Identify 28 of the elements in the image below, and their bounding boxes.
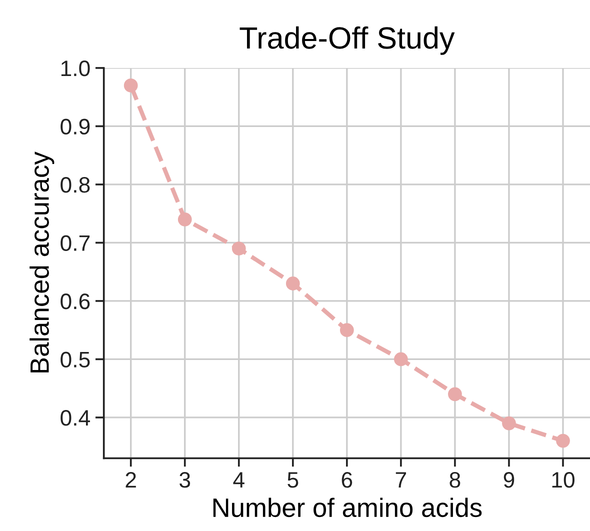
x-tick-label: 6: [342, 472, 352, 488]
point: [178, 212, 192, 226]
x-tick-label: 5: [288, 472, 298, 488]
y-axis-title: Balanced accuracy: [30, 152, 54, 372]
point: [286, 276, 300, 290]
x-tick-label: 7: [396, 472, 406, 488]
point: [394, 352, 408, 366]
x-tick-label: 10: [552, 472, 574, 488]
point: [232, 242, 246, 256]
y-tick-label: 0.7: [60, 235, 90, 251]
chart-title: Trade-Off Study: [240, 26, 455, 55]
x-tick-label: 8: [450, 472, 460, 488]
y-tick-label: 0.8: [60, 177, 90, 193]
y-tick-label: 0.6: [60, 294, 90, 310]
x-tick-label: 4: [233, 472, 244, 488]
x-axis-title: Number of amino acids: [213, 498, 482, 518]
point: [448, 387, 462, 402]
x-tick-label: 3: [180, 472, 190, 488]
point: [502, 416, 516, 430]
x-tick-label: 9: [504, 472, 514, 488]
x-tick-label: 2: [126, 472, 136, 488]
point: [124, 78, 138, 92]
point: [556, 434, 570, 448]
y-tick-label: 0.5: [60, 352, 90, 368]
y-tick-label: 0.9: [60, 118, 90, 134]
y-tick-label: 0.4: [60, 410, 90, 426]
y-tick-label: 1.0: [61, 60, 90, 76]
point: [340, 323, 354, 338]
